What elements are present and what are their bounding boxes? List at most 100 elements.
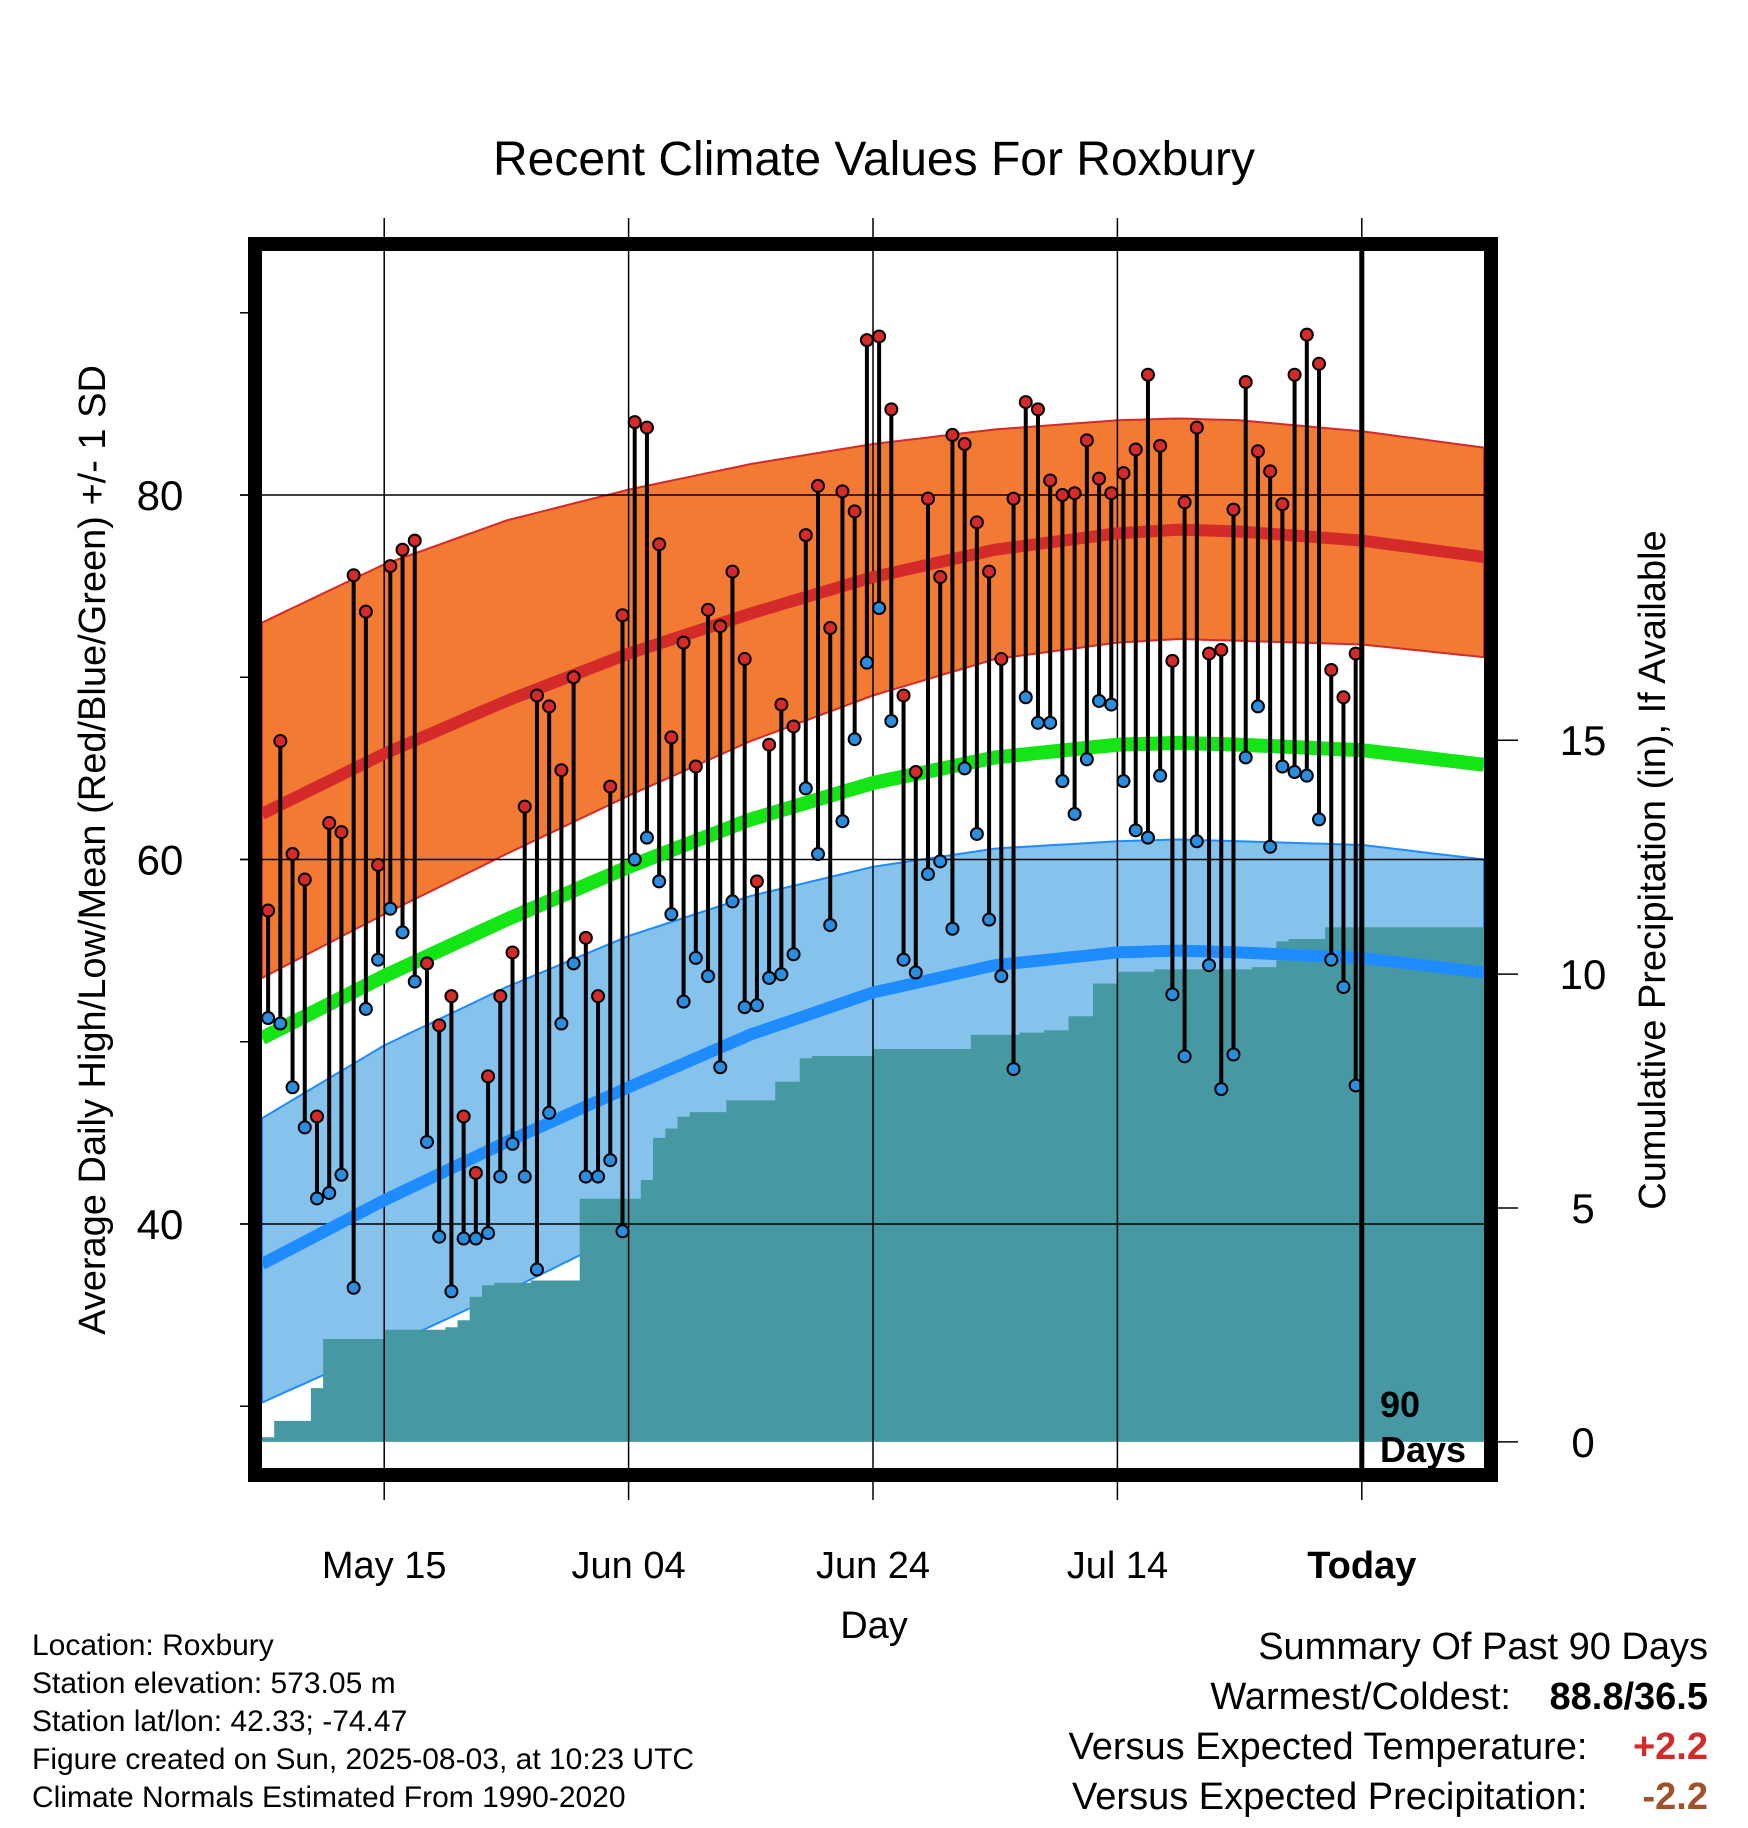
high-point-85: [1299, 327, 1314, 342]
high-point-52: [896, 688, 911, 703]
low-point-28: [603, 1153, 618, 1168]
low-point-65: [1055, 774, 1070, 789]
low-point-75: [1177, 1049, 1192, 1064]
high-point-50: [872, 329, 887, 344]
high-point-68: [1092, 471, 1107, 486]
high-point-84: [1287, 367, 1302, 382]
low-point-48: [847, 732, 862, 747]
high-point-74: [1165, 653, 1180, 668]
low-point-83: [1275, 759, 1290, 774]
low-point-45: [811, 847, 826, 862]
temp-label: Versus Expected Temperature:: [1068, 1726, 1588, 1768]
normal-low-line: [259, 944, 1485, 1270]
high-point-83: [1275, 497, 1290, 512]
low-point-0: [261, 1011, 276, 1026]
warm-cold-label: Warmest/Coldest:: [1210, 1676, 1511, 1718]
high-point-56: [945, 427, 960, 442]
high-point-1: [273, 734, 288, 749]
low-point-23: [542, 1105, 557, 1120]
low-point-37: [713, 1060, 728, 1075]
low-point-61: [1006, 1062, 1021, 1077]
location-text: Location: Roxbury: [32, 1629, 274, 1662]
low-point-41: [762, 970, 777, 985]
low-point-33: [664, 907, 679, 922]
high-point-63: [1030, 402, 1045, 417]
high-point-33: [664, 730, 679, 745]
low-point-72: [1140, 830, 1155, 845]
y-tick-label-60: 60: [137, 837, 184, 884]
low-point-62: [1018, 690, 1033, 705]
high-point-77: [1202, 646, 1217, 661]
low-point-44: [798, 781, 813, 796]
low-point-40: [749, 998, 764, 1013]
x-tick-label-4: Today: [1307, 1545, 1416, 1587]
low-point-21: [517, 1169, 532, 1184]
x-tick-label-0: May 15: [322, 1545, 447, 1587]
daily-range-bars: [266, 334, 1358, 1292]
low-point-27: [591, 1169, 606, 1184]
low-point-86: [1312, 812, 1327, 827]
high-point-82: [1263, 464, 1278, 479]
summary-precip: Versus Expected Precipitation: -2.2: [1069, 1772, 1708, 1822]
low-point-73: [1153, 768, 1168, 783]
daily-points: [261, 327, 1363, 1299]
low-point-17: [468, 1231, 483, 1246]
high-point-18: [481, 1069, 496, 1084]
high-point-0: [261, 903, 276, 918]
precip-value: -2.2: [1642, 1776, 1708, 1818]
high-point-3: [297, 872, 312, 887]
low-point-3: [297, 1120, 312, 1135]
low-point-30: [627, 852, 642, 867]
low-point-84: [1287, 765, 1302, 780]
high-point-9: [371, 857, 386, 872]
low-point-55: [933, 854, 948, 869]
low-point-39: [737, 1000, 752, 1015]
low-point-54: [920, 867, 935, 882]
high-point-11: [395, 542, 410, 557]
low-point-15: [444, 1284, 459, 1299]
low-point-9: [371, 952, 386, 967]
high-point-36: [701, 602, 716, 617]
high-point-81: [1250, 444, 1265, 459]
normal-high-line: [259, 523, 1485, 820]
low-point-71: [1128, 823, 1143, 838]
normals-text: Climate Normals Estimated From 1990-2020: [32, 1781, 626, 1814]
high-point-41: [762, 737, 777, 752]
high-point-29: [615, 608, 630, 623]
high-point-65: [1055, 488, 1070, 503]
high-point-8: [358, 604, 373, 619]
low-point-85: [1299, 768, 1314, 783]
low-point-12: [407, 974, 422, 989]
x-tick-label-1: Jun 04: [572, 1545, 686, 1587]
high-point-80: [1238, 375, 1253, 390]
today-days-word: Days: [1380, 1429, 1466, 1470]
low-point-2: [285, 1080, 300, 1095]
high-point-35: [688, 759, 703, 774]
high-point-40: [749, 874, 764, 889]
y2-tick-label-5: 5: [1571, 1185, 1594, 1232]
warm-cold-value: 88.8/36.5: [1549, 1676, 1708, 1718]
low-point-80: [1238, 750, 1253, 765]
high-point-57: [957, 436, 972, 451]
y-tick-label-80: 80: [137, 472, 184, 519]
low-point-1: [273, 1016, 288, 1031]
low-point-13: [419, 1134, 434, 1149]
high-point-44: [798, 528, 813, 543]
y-tick-label-40: 40: [137, 1201, 184, 1248]
low-point-46: [823, 918, 838, 933]
low-point-24: [554, 1016, 569, 1031]
low-point-47: [835, 814, 850, 829]
chart-title: Recent Climate Values For Roxbury: [493, 133, 1255, 186]
high-point-34: [676, 635, 691, 650]
high-point-10: [383, 559, 398, 574]
precip-label: Versus Expected Precipitation:: [1072, 1776, 1588, 1818]
low-point-57: [957, 761, 972, 776]
created-text: Figure created on Sun, 2025-08-03, at 10…: [32, 1743, 695, 1776]
low-point-69: [1104, 697, 1119, 712]
station-info: Location: Roxbury Station elevation: 573…: [32, 1627, 694, 1817]
low-point-77: [1202, 958, 1217, 973]
low-point-42: [774, 967, 789, 982]
high-point-14: [432, 1018, 447, 1033]
high-point-59: [982, 564, 997, 579]
high-point-87: [1324, 662, 1339, 677]
